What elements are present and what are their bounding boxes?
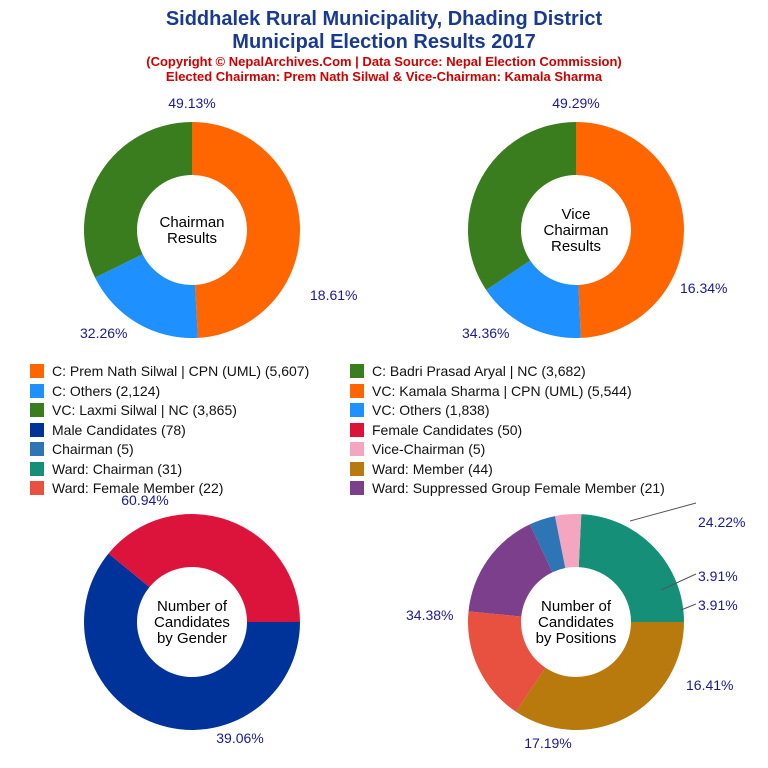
donut-center-label: Results xyxy=(551,238,601,255)
legend-item: VC: Laxmi Silwal | NC (3,865) xyxy=(30,401,237,419)
slice-percent-label: 17.19% xyxy=(524,735,571,751)
legend-item: Vice-Chairman (5) xyxy=(350,440,485,458)
legend-swatch xyxy=(30,461,44,476)
legend-item: Ward: Female Member (22) xyxy=(30,479,223,497)
legend-label: Ward: Chairman (31) xyxy=(52,460,183,477)
legend-item: Male Candidates (78) xyxy=(30,421,186,439)
legend-swatch xyxy=(350,481,364,495)
legend-item: VC: Kamala Sharma | CPN (UML) (5,544) xyxy=(350,382,632,400)
donut-center-label: Results xyxy=(167,230,217,247)
label-leader-line xyxy=(629,502,697,522)
legend-item: Ward: Suppressed Group Female Member (21… xyxy=(350,479,665,497)
legend-label: C: Others (2,124) xyxy=(52,382,161,399)
legend-item: Female Candidates (50) xyxy=(350,421,522,439)
legend-label: C: Prem Nath Silwal | CPN (UML) (5,607) xyxy=(52,363,310,379)
legend-label: Female Candidates (50) xyxy=(372,421,523,438)
donut-slice xyxy=(95,254,198,338)
donut-slice xyxy=(554,514,582,569)
legend-swatch xyxy=(30,364,44,378)
slice-percent-label: 49.29% xyxy=(552,95,599,111)
donut-slice xyxy=(515,622,684,730)
donut-slice xyxy=(468,122,576,290)
legend-label: Ward: Female Member (22) xyxy=(52,480,224,496)
legend-swatch xyxy=(350,364,364,378)
donut-slice xyxy=(578,514,684,622)
legend-label: Ward: Member (44) xyxy=(372,460,493,477)
donut-center-label: Chairman xyxy=(159,214,224,231)
label-leader-line xyxy=(660,573,697,591)
legend-swatch xyxy=(350,442,364,456)
donut-slice xyxy=(192,122,300,338)
slice-percent-label: 32.26% xyxy=(80,325,127,341)
legend-label: Chairman (5) xyxy=(52,441,134,457)
legend-swatch xyxy=(350,461,364,476)
slice-percent-label: 16.34% xyxy=(680,280,727,296)
slice-percent-label: 18.61% xyxy=(310,287,357,303)
donut-center-label: Candidates xyxy=(538,614,614,631)
donut-slice xyxy=(83,122,192,278)
legend-swatch xyxy=(30,481,44,495)
slice-percent-label: 16.41% xyxy=(686,677,733,693)
legend-label: VC: Laxmi Silwal | NC (3,865) xyxy=(52,402,237,418)
donut-slice xyxy=(468,611,546,712)
donut-center-label: Number of xyxy=(541,598,612,615)
slice-percent-label: 34.38% xyxy=(406,607,453,623)
legend-swatch xyxy=(30,442,44,456)
donut-center-label: by Positions xyxy=(536,630,617,647)
page-title-line-1: Siddhalek Rural Municipality, Dhading Di… xyxy=(165,8,603,30)
donut-center-label: by Gender xyxy=(157,630,227,647)
slice-percent-label: 60.94% xyxy=(121,492,168,508)
legend-label: VC: Others (1,838) xyxy=(372,402,490,418)
donut-center-label: Candidates xyxy=(154,614,230,631)
donut-slice xyxy=(84,553,301,730)
legend-swatch xyxy=(30,383,44,398)
chart-header: Siddhalek Rural Municipality, Dhading Di… xyxy=(0,0,768,84)
legend-swatch xyxy=(350,422,364,437)
slice-percent-label: 3.91% xyxy=(698,568,738,584)
legend-item: C: Badri Prasad Aryal | NC (3,682) xyxy=(350,362,586,380)
donut-center-label: Vice xyxy=(562,206,591,223)
donut-slice xyxy=(486,260,581,338)
legend-item: VC: Others (1,838) xyxy=(350,401,490,419)
legend-label: Ward: Suppressed Group Female Member (21… xyxy=(372,480,665,496)
slice-percent-label: 39.06% xyxy=(216,730,263,746)
slice-percent-label: 34.36% xyxy=(462,325,509,341)
donut-center-label: Number of xyxy=(157,598,228,615)
donut-slice xyxy=(529,516,566,573)
donut-slice xyxy=(576,122,685,338)
legend-label: Vice-Chairman (5) xyxy=(372,441,486,457)
legend-label: Male Candidates (78) xyxy=(52,421,186,438)
legend-item: C: Prem Nath Silwal | CPN (UML) (5,607) xyxy=(30,362,309,380)
legend-item: Ward: Chairman (31) xyxy=(30,460,182,478)
page-title-line-2: Municipal Election Results 2017 xyxy=(232,31,536,53)
donut-center-label: Chairman xyxy=(543,222,608,239)
slice-percent-label: 24.22% xyxy=(698,514,745,530)
slice-percent-label: 3.91% xyxy=(698,597,738,613)
donut-slice xyxy=(468,524,553,617)
subtitle-line-2: Elected Chairman: Prem Nath Silwal & Vic… xyxy=(165,69,603,84)
subtitle-line-1: (Copyright © NepalArchives.Com | Data So… xyxy=(146,54,622,69)
legend-item: Chairman (5) xyxy=(30,440,134,458)
donut-slice xyxy=(108,513,301,622)
legend-swatch xyxy=(30,403,44,417)
slice-percent-label: 49.13% xyxy=(168,95,215,111)
legend-label: VC: Kamala Sharma | CPN (UML) (5,544) xyxy=(372,382,632,399)
legend-item: C: Others (2,124) xyxy=(30,382,160,400)
legend-swatch xyxy=(30,422,44,437)
legend-item: Ward: Member (44) xyxy=(350,460,493,478)
label-leader-line xyxy=(680,603,697,611)
legend-swatch xyxy=(350,383,364,398)
legend-label: C: Badri Prasad Aryal | NC (3,682) xyxy=(372,363,586,379)
legend-swatch xyxy=(350,403,364,417)
